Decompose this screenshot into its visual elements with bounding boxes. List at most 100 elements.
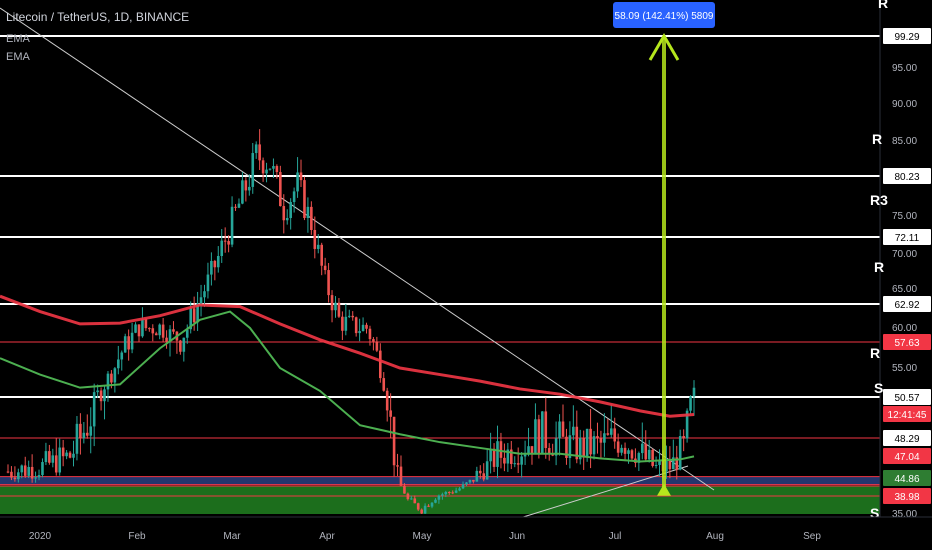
candle[interactable] <box>478 465 482 479</box>
candle[interactable] <box>375 336 379 353</box>
candle[interactable] <box>647 439 651 463</box>
candle[interactable] <box>441 492 444 500</box>
candle[interactable] <box>634 448 637 468</box>
candle[interactable] <box>606 418 610 436</box>
candle[interactable] <box>599 430 603 458</box>
candle[interactable] <box>268 168 272 171</box>
candle[interactable] <box>316 233 320 254</box>
candle[interactable] <box>454 487 458 494</box>
candle[interactable] <box>544 397 548 459</box>
candle[interactable] <box>654 456 658 469</box>
candle[interactable] <box>292 187 296 213</box>
candle[interactable] <box>475 466 479 482</box>
candle[interactable] <box>630 448 634 461</box>
candle[interactable] <box>117 345 120 375</box>
candle[interactable] <box>144 318 148 331</box>
candle[interactable] <box>692 380 696 416</box>
candle[interactable] <box>403 483 406 494</box>
candle[interactable] <box>344 303 348 336</box>
candle[interactable] <box>113 367 117 393</box>
candle[interactable] <box>54 438 58 476</box>
candle[interactable] <box>241 171 244 205</box>
candle[interactable] <box>472 479 475 484</box>
candle[interactable] <box>399 455 403 486</box>
candle[interactable] <box>578 429 582 465</box>
candle[interactable] <box>199 284 203 317</box>
candle[interactable] <box>382 372 386 392</box>
candle[interactable] <box>313 216 317 259</box>
candle[interactable] <box>675 445 679 480</box>
candle[interactable] <box>127 329 130 361</box>
candle[interactable] <box>465 482 468 487</box>
candle[interactable] <box>516 447 520 474</box>
candle[interactable] <box>416 502 420 512</box>
candle[interactable] <box>103 385 106 420</box>
candle[interactable] <box>530 445 534 465</box>
candle[interactable] <box>361 317 365 332</box>
candle[interactable] <box>51 448 55 468</box>
ema-slow-line[interactable] <box>0 294 695 418</box>
candle[interactable] <box>234 204 237 211</box>
candle[interactable] <box>620 444 623 456</box>
candle[interactable] <box>506 442 510 472</box>
candle[interactable] <box>323 257 327 275</box>
candle[interactable] <box>251 142 255 194</box>
candle[interactable] <box>420 508 423 514</box>
candle[interactable] <box>537 414 541 459</box>
candle[interactable] <box>299 159 303 187</box>
candle[interactable] <box>568 421 572 469</box>
candle[interactable] <box>372 337 375 351</box>
candle[interactable] <box>89 407 93 454</box>
candle[interactable] <box>582 430 585 470</box>
candle[interactable] <box>213 259 217 281</box>
candle[interactable] <box>172 321 175 335</box>
price-tag[interactable] <box>883 470 931 486</box>
candle[interactable] <box>541 411 544 455</box>
price-tag[interactable] <box>883 430 931 446</box>
candle[interactable] <box>334 296 337 318</box>
candle[interactable] <box>258 129 261 170</box>
candle[interactable] <box>30 454 34 483</box>
candle[interactable] <box>106 371 110 402</box>
candle[interactable] <box>120 350 124 371</box>
candle[interactable] <box>306 197 310 233</box>
candle[interactable] <box>358 318 361 342</box>
candle[interactable] <box>161 318 165 342</box>
candle[interactable] <box>17 468 20 483</box>
candle[interactable] <box>272 158 275 178</box>
candle[interactable] <box>410 495 413 500</box>
candle[interactable] <box>589 408 592 469</box>
candle[interactable] <box>196 291 199 332</box>
trendline-down[interactable] <box>0 7 715 491</box>
candle[interactable] <box>444 490 448 498</box>
candle[interactable] <box>248 174 251 196</box>
candle[interactable] <box>451 490 454 495</box>
candle[interactable] <box>547 443 551 461</box>
candle[interactable] <box>520 452 523 478</box>
candle[interactable] <box>496 425 499 479</box>
candle[interactable] <box>592 431 596 460</box>
candle[interactable] <box>220 229 224 263</box>
candle[interactable] <box>320 242 323 276</box>
candle[interactable] <box>640 422 644 460</box>
candle[interactable] <box>613 417 617 449</box>
candle[interactable] <box>437 494 441 504</box>
price-tag[interactable] <box>883 406 931 422</box>
candle[interactable] <box>623 442 627 462</box>
candle[interactable] <box>92 383 96 447</box>
candle[interactable] <box>285 209 289 225</box>
candle[interactable] <box>296 157 299 198</box>
candle[interactable] <box>347 309 351 319</box>
candle[interactable] <box>492 443 496 473</box>
candle[interactable] <box>513 456 517 468</box>
candle[interactable] <box>561 404 565 438</box>
candle[interactable] <box>216 246 220 273</box>
time-axis[interactable] <box>0 517 932 550</box>
candle[interactable] <box>82 422 86 444</box>
candle[interactable] <box>379 343 382 383</box>
candle[interactable] <box>430 502 434 509</box>
candle[interactable] <box>558 414 561 456</box>
candle[interactable] <box>527 427 530 457</box>
candle[interactable] <box>413 495 417 504</box>
candle[interactable] <box>354 316 358 337</box>
